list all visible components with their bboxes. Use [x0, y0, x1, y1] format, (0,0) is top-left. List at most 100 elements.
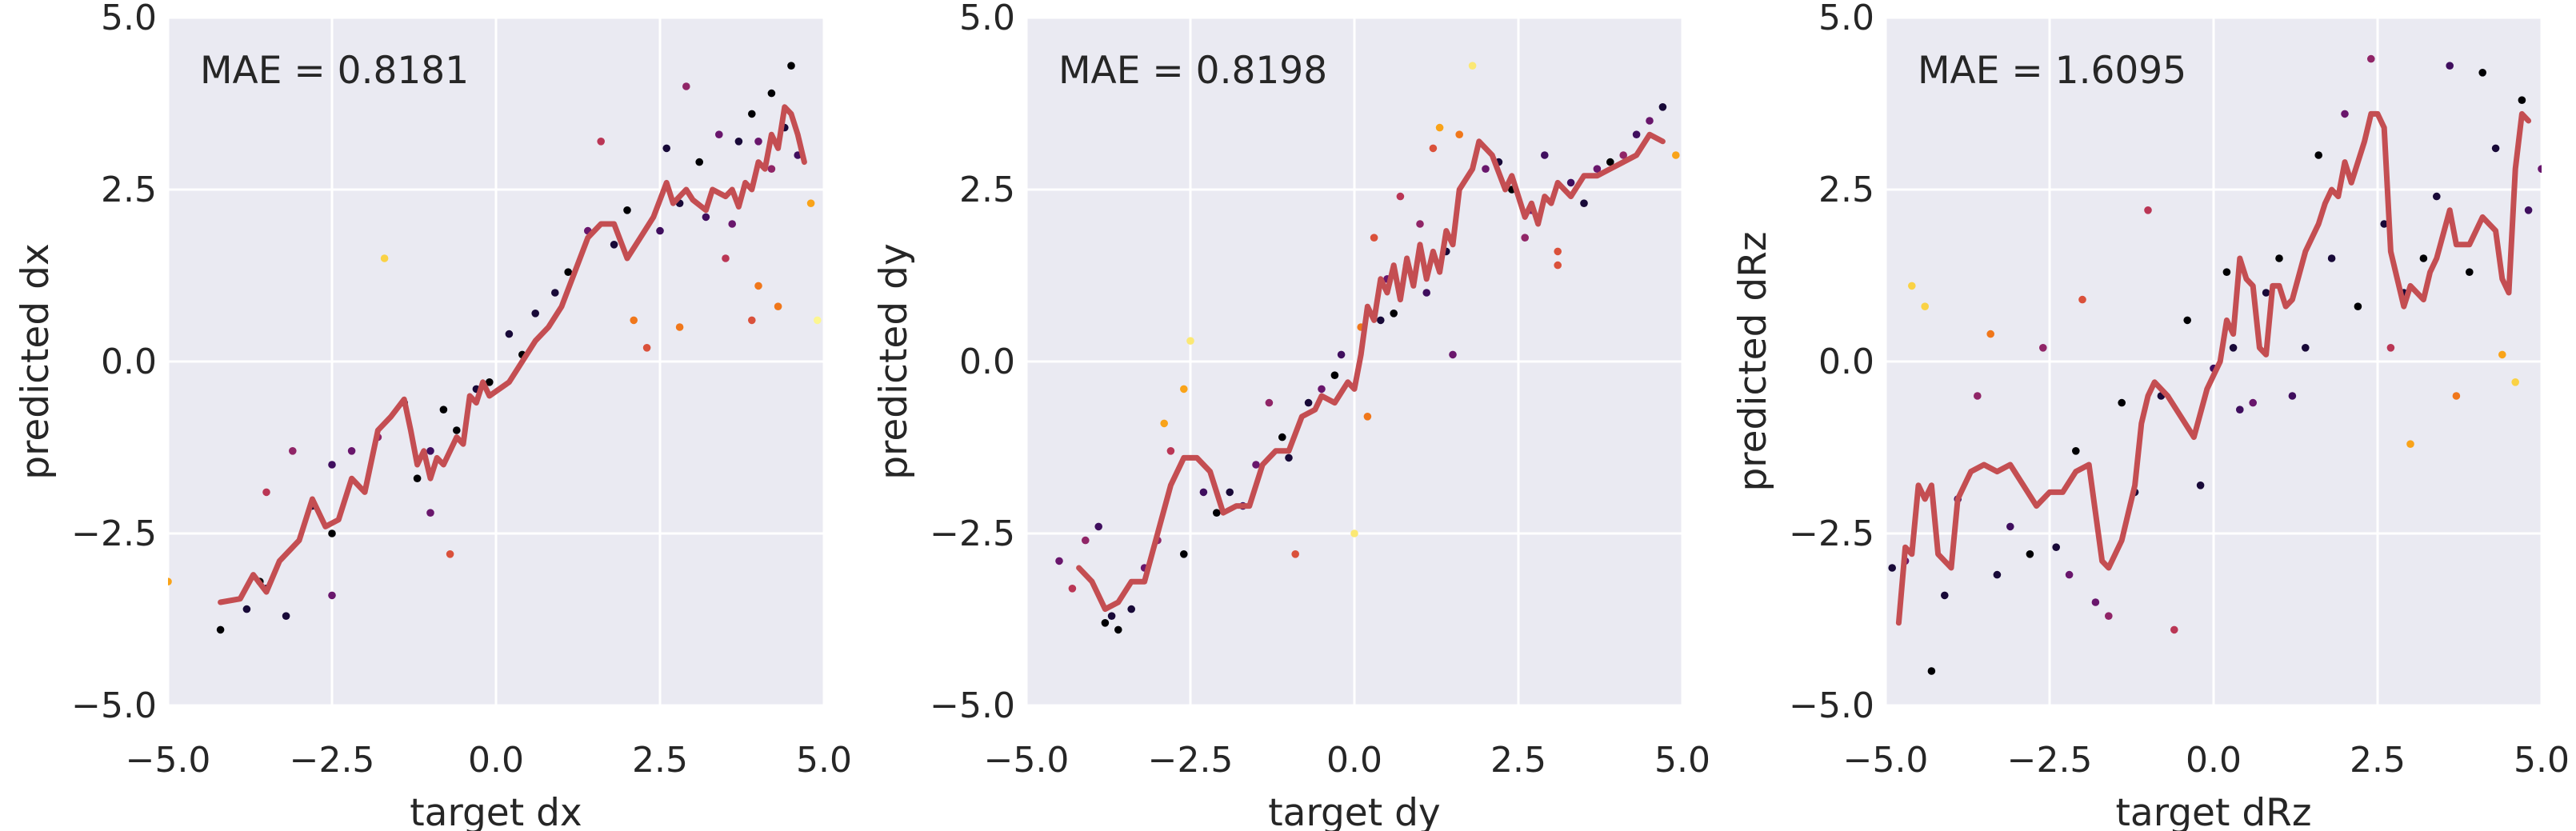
scatter-point [787, 62, 795, 70]
scatter-point [505, 330, 514, 338]
scatter-point [1127, 605, 1135, 613]
scatter-point [2419, 254, 2428, 262]
scatter-point [814, 316, 822, 325]
scatter-point [2327, 254, 2336, 262]
scatter-point [2433, 192, 2441, 201]
scatter-point [328, 591, 336, 600]
x-tick-label: 2.5 [1490, 740, 1546, 781]
chart-panel-1: −5.0 −2.5 0.0 2.5 5.0 −5.0 −2.5 0.0 2.5 5.0 target… [14, 0, 852, 831]
scatter-point [1482, 165, 1490, 173]
scatter-point [439, 406, 448, 414]
scatter-point [2262, 289, 2270, 297]
trend-line [1076, 131, 1666, 613]
scatter-point [1658, 103, 1667, 111]
scatter-point [1606, 158, 1614, 166]
scatter-point [682, 82, 690, 90]
scatter-point [1390, 310, 1398, 318]
scatter-point [2452, 392, 2461, 400]
scatter-point [1114, 625, 1122, 634]
scatter-point [675, 323, 684, 331]
scatter-point [2354, 302, 2362, 311]
scatter-point [1199, 488, 1208, 497]
x-tick-label: −5.0 [984, 740, 1070, 781]
x-axis-label: target dx [410, 791, 582, 831]
scatter-point [2367, 54, 2375, 63]
scatter-point [453, 426, 461, 434]
scatter-point [1213, 509, 1221, 517]
scatter-point [2196, 481, 2205, 489]
scatter-point [1166, 447, 1175, 455]
scatter-point [2386, 344, 2395, 352]
scatter-point [1377, 316, 1385, 325]
scatter-point [1993, 570, 2002, 579]
y-tick-label: 0.0 [959, 342, 1015, 382]
scatter-point [642, 344, 651, 352]
scatter-point [1226, 488, 1234, 497]
scatter-point [1330, 371, 1339, 380]
scatter-point [754, 138, 762, 146]
x-tick-label: 2.5 [2350, 740, 2406, 781]
scatter-point [2078, 295, 2086, 304]
scatter-point [1278, 433, 1286, 441]
scatter-point [656, 226, 664, 235]
scatter-point [242, 605, 251, 613]
y-tick-label: 2.5 [1818, 170, 1874, 210]
x-tick-label: 5.0 [2514, 740, 2570, 781]
x-tick-label: 0.0 [2186, 740, 2242, 781]
y-tick-label: 0.0 [1818, 342, 1874, 382]
x-tick-label: 5.0 [1654, 740, 1710, 781]
scatter-point [1350, 529, 1358, 537]
scatter-point [2052, 543, 2060, 551]
scatter-point [328, 529, 336, 537]
scatter-point [216, 625, 225, 634]
scatter-point [2466, 268, 2474, 277]
y-tick-label: 0.0 [101, 342, 157, 382]
y-tick-label: 5.0 [101, 0, 157, 38]
scatter-point [715, 130, 723, 138]
scatter-point [695, 158, 703, 166]
scatter-point [1094, 522, 1102, 531]
scatter-point [328, 461, 336, 469]
scatter-point [1370, 234, 1378, 242]
y-tick-label: 2.5 [959, 170, 1015, 210]
chart-panel-2: −5.0 −2.5 0.0 2.5 5.0 −5.0 −2.5 0.0 2.5 5.0 target… [872, 0, 1710, 831]
scatter-point [1285, 453, 1293, 462]
scatter-point [380, 254, 389, 262]
scatter-point [597, 138, 605, 146]
scatter-point [1455, 130, 1463, 138]
chart-panel-3: −5.0 −2.5 0.0 2.5 5.0 −5.0 −2.5 0.0 2.5 5.0 target… [1731, 0, 2570, 831]
mae-annotation: MAE = 1.6095 [1918, 49, 2186, 93]
scatter-point [722, 254, 730, 262]
scatter-point [1180, 385, 1188, 394]
scatter-point [2118, 398, 2126, 407]
scatter-point [2275, 254, 2283, 262]
scatter-point [748, 316, 756, 325]
scatter-point [1619, 151, 1627, 159]
scatter-point [2091, 598, 2100, 606]
y-tick-label: −2.5 [1789, 513, 1874, 554]
mae-annotation: MAE = 0.8198 [1058, 49, 1327, 93]
scatter-point [2406, 440, 2414, 448]
y-tick-label: 5.0 [959, 0, 1015, 38]
scatter-point [1055, 557, 1063, 565]
scatter-point [2249, 398, 2257, 407]
y-tick-label: −5.0 [930, 685, 1015, 726]
scatter-point [1974, 392, 1982, 400]
scatter-point [1632, 130, 1641, 138]
scatter-point [1554, 261, 1562, 270]
scatter-point [1449, 350, 1457, 359]
scatter-point [1646, 117, 1654, 125]
scatter-point [754, 282, 762, 290]
scatter-point [610, 241, 618, 249]
scatter-point [1888, 564, 1896, 572]
scatter-point [734, 138, 743, 146]
x-tick-label: 5.0 [796, 740, 852, 781]
scatter-point [1337, 350, 1346, 359]
scatter-point [1318, 385, 1326, 394]
x-tick-label: 0.0 [1326, 740, 1382, 781]
scatter-point [1416, 220, 1424, 228]
scatter-point [413, 474, 422, 482]
scatter-point [1435, 123, 1444, 132]
scatter-point [1101, 619, 1110, 627]
scatter-point [1082, 536, 1090, 545]
